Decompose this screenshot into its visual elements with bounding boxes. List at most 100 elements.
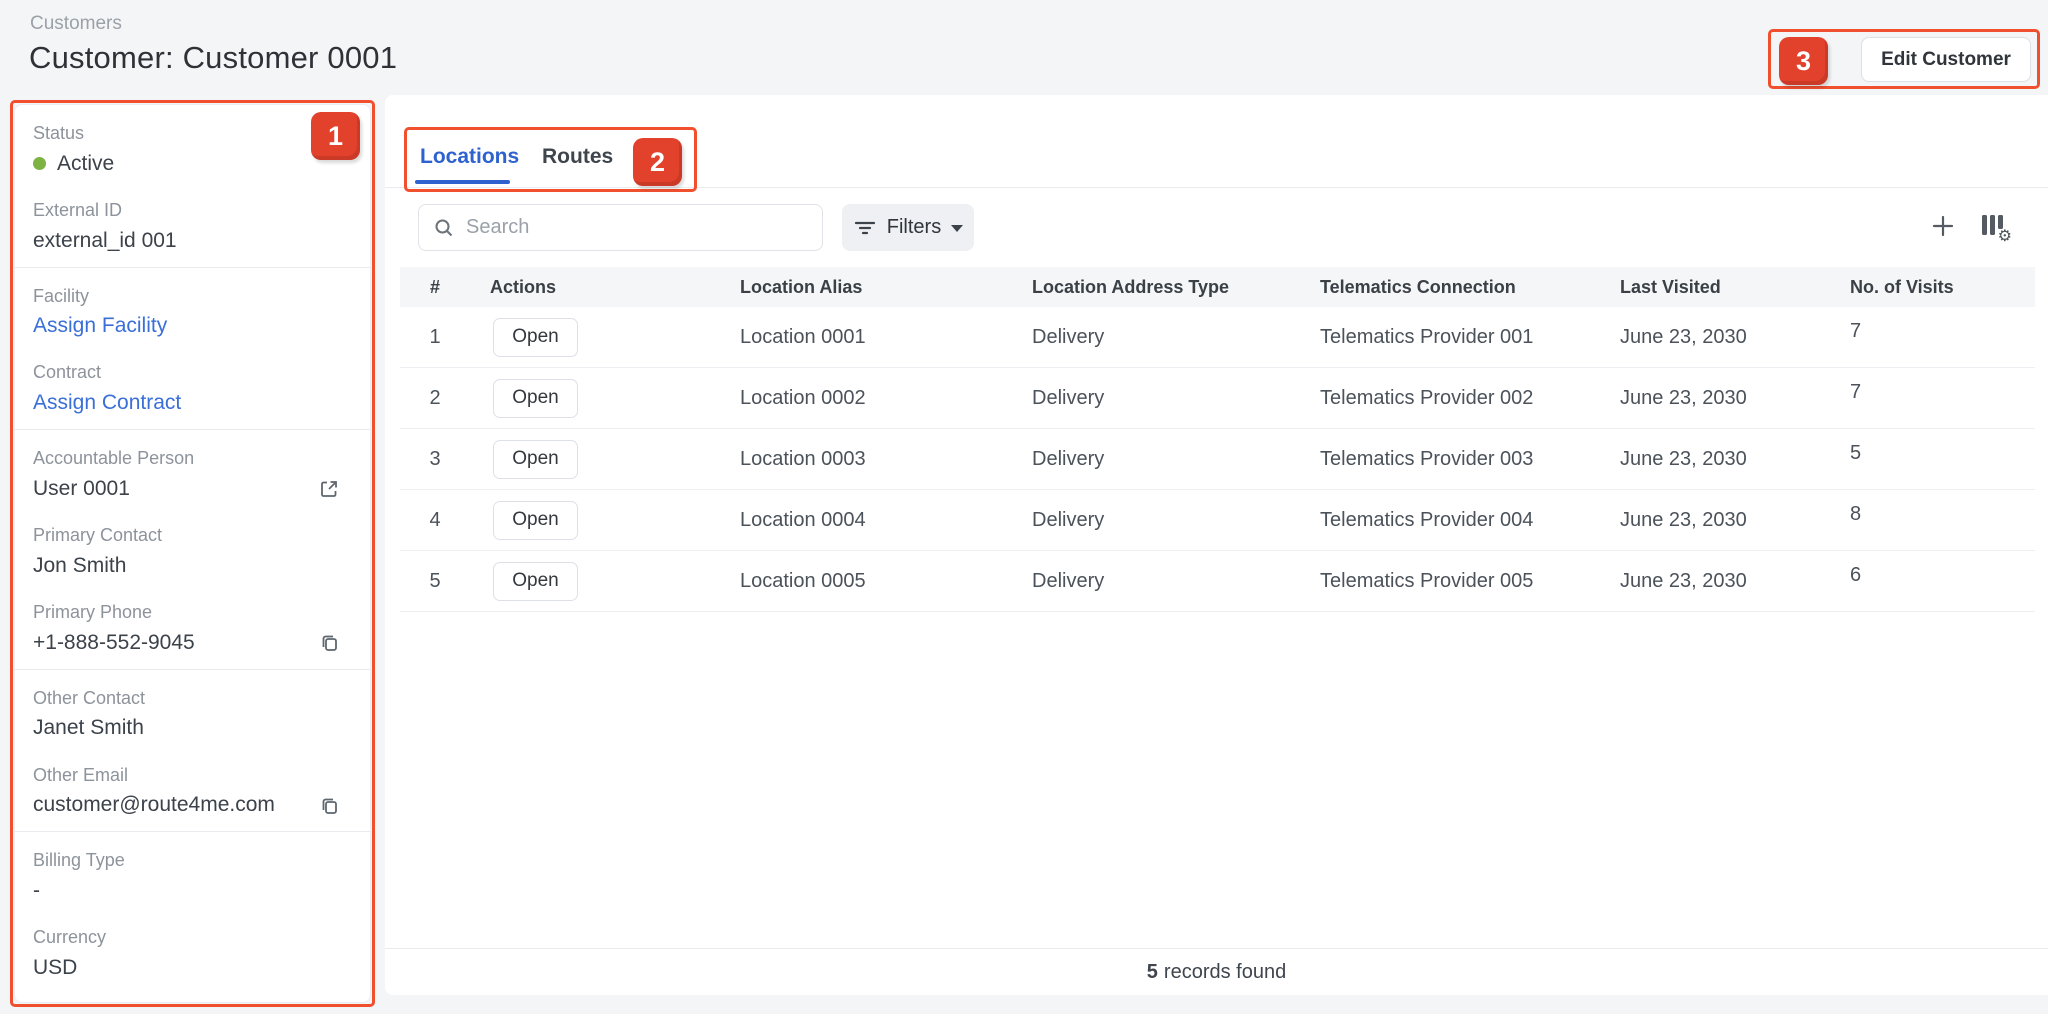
records-found-text: records found <box>1163 960 1287 983</box>
location-alias-cell: Location 0002 <box>740 386 866 409</box>
location-alias-cell: Location 0001 <box>740 325 866 348</box>
table-row: 5 Open Location 0005 Delivery Telematics… <box>400 551 2035 612</box>
column-settings-button[interactable]: ⚙ <box>1975 208 2012 245</box>
external-id-label: External ID <box>33 199 123 220</box>
breadcrumb[interactable]: Customers <box>30 13 122 34</box>
records-found-bar: 5 records found <box>385 948 2048 995</box>
status-label: Status <box>33 123 85 143</box>
col-header-actions: Actions <box>490 276 557 297</box>
field-other-contact: Other Contact Janet Smith <box>33 688 352 741</box>
col-header-telematics-connection: Telematics Connection <box>1320 276 1516 297</box>
field-accountable-person: Accountable Person User 0001 <box>33 448 352 501</box>
sidebar-section-other: Other Contact Janet Smith Other Email cu… <box>15 668 370 832</box>
copy-icon[interactable] <box>319 632 340 653</box>
billing-type-label: Billing Type <box>33 850 125 871</box>
tab-routes[interactable]: Routes <box>542 145 614 168</box>
field-other-email: Other Email customer@route4me.com <box>33 765 352 818</box>
search-icon <box>433 217 455 239</box>
location-address-type-cell: Delivery <box>1032 386 1105 409</box>
table-body: 1 Open Location 0001 Delivery Telematics… <box>400 307 2035 612</box>
no-of-visits-cell: 7 <box>1850 381 1862 403</box>
field-primary-phone: Primary Phone +1-888-552-9045 <box>33 602 352 655</box>
assign-contract-link[interactable]: Assign Contract <box>33 391 182 415</box>
no-of-visits-cell: 7 <box>1850 320 1862 342</box>
locations-panel: Locations Routes Filters <box>385 95 2048 995</box>
field-currency: Currency USD <box>33 927 352 980</box>
field-external-id: External ID external_id 001 <box>33 200 352 253</box>
open-button[interactable]: Open <box>493 317 578 357</box>
last-visited-cell: June 23, 2030 <box>1620 325 1747 348</box>
primary-phone-label: Primary Phone <box>33 601 153 622</box>
accountable-person-label: Accountable Person <box>33 448 195 469</box>
no-of-visits-cell: 8 <box>1850 503 1862 525</box>
annotation-badge-2: 2 <box>633 138 682 186</box>
no-of-visits-cell: 6 <box>1850 564 1862 586</box>
page-title: Customer: Customer 0001 <box>29 40 398 75</box>
telematics-connection-cell: Telematics Provider 003 <box>1320 447 1534 470</box>
active-tab-underline <box>415 180 510 184</box>
telematics-connection-cell: Telematics Provider 002 <box>1320 386 1534 409</box>
col-header-location-address-type: Location Address Type <box>1032 276 1230 297</box>
location-address-type-cell: Delivery <box>1032 447 1105 470</box>
location-alias-cell: Location 0005 <box>740 569 866 592</box>
filters-label: Filters <box>886 216 942 238</box>
telematics-connection-cell: Telematics Provider 004 <box>1320 508 1534 531</box>
add-location-button[interactable] <box>1925 208 1961 244</box>
last-visited-cell: June 23, 2030 <box>1620 447 1747 470</box>
tab-locations[interactable]: Locations <box>420 145 520 168</box>
location-address-type-cell: Delivery <box>1032 325 1105 348</box>
location-alias-cell: Location 0004 <box>740 508 866 531</box>
copy-icon[interactable] <box>319 795 340 816</box>
assign-facility-link[interactable]: Assign Facility <box>33 314 168 338</box>
other-email-value: customer@route4me.com <box>33 793 275 817</box>
search-box[interactable] <box>418 204 823 251</box>
primary-phone-value: +1-888-552-9045 <box>33 630 195 654</box>
field-facility: Facility Assign Facility <box>33 286 352 339</box>
records-count: 5 <box>1146 960 1158 983</box>
row-number: 1 <box>429 325 441 348</box>
tab-bar: Locations Routes <box>385 95 2048 188</box>
field-contract: Contract Assign Contract <box>33 362 352 415</box>
status-value: Active <box>57 151 115 175</box>
billing-type-value: - <box>33 879 40 903</box>
table-row: 2 Open Location 0002 Delivery Telematics… <box>400 368 2035 429</box>
search-input[interactable] <box>466 216 808 239</box>
last-visited-cell: June 23, 2030 <box>1620 508 1747 531</box>
open-button[interactable]: Open <box>493 378 578 418</box>
location-alias-cell: Location 0003 <box>740 447 866 470</box>
annotation-badge-1: 1 <box>311 112 360 160</box>
chevron-down-icon <box>951 225 964 232</box>
locations-table: # Actions Location Alias Location Addres… <box>400 267 2035 612</box>
table-row: 1 Open Location 0001 Delivery Telematics… <box>400 307 2035 368</box>
open-button[interactable]: Open <box>493 561 578 601</box>
field-billing-type: Billing Type - <box>33 850 352 903</box>
edit-customer-button[interactable]: Edit Customer <box>1861 37 2031 82</box>
last-visited-cell: June 23, 2030 <box>1620 569 1747 592</box>
annotation-badge-3: 3 <box>1779 37 1828 85</box>
telematics-connection-cell: Telematics Provider 005 <box>1320 569 1534 592</box>
contract-label: Contract <box>33 362 102 383</box>
location-address-type-cell: Delivery <box>1032 508 1105 531</box>
sidebar-section-contacts: Accountable Person User 0001 Primary Con… <box>15 429 370 668</box>
open-button[interactable]: Open <box>493 439 578 479</box>
customer-info-panel: Status Active External ID external_id 00… <box>14 104 371 1003</box>
field-status: Status Active <box>33 123 352 176</box>
primary-contact-label: Primary Contact <box>33 525 163 546</box>
open-button[interactable]: Open <box>493 500 578 540</box>
other-contact-label: Other Contact <box>33 687 146 708</box>
row-number: 5 <box>429 569 441 592</box>
sidebar-section-assignments: Facility Assign Facility Contract Assign… <box>15 266 370 430</box>
filters-button[interactable]: Filters <box>842 204 974 251</box>
col-header-last-visited: Last Visited <box>1620 276 1721 297</box>
facility-label: Facility <box>33 285 90 306</box>
sidebar-section-billing: Billing Type - Currency USD <box>15 831 370 994</box>
row-number: 2 <box>429 386 441 409</box>
field-primary-contact: Primary Contact Jon Smith <box>33 525 352 578</box>
status-active-dot <box>33 157 46 171</box>
accountable-person-value: User 0001 <box>33 477 130 500</box>
col-header-location-alias: Location Alias <box>740 276 863 297</box>
external-link-icon[interactable] <box>318 478 340 500</box>
currency-value: USD <box>33 955 78 979</box>
currency-label: Currency <box>33 927 107 948</box>
sidebar-section-status: Status Active External ID external_id 00… <box>15 105 370 267</box>
